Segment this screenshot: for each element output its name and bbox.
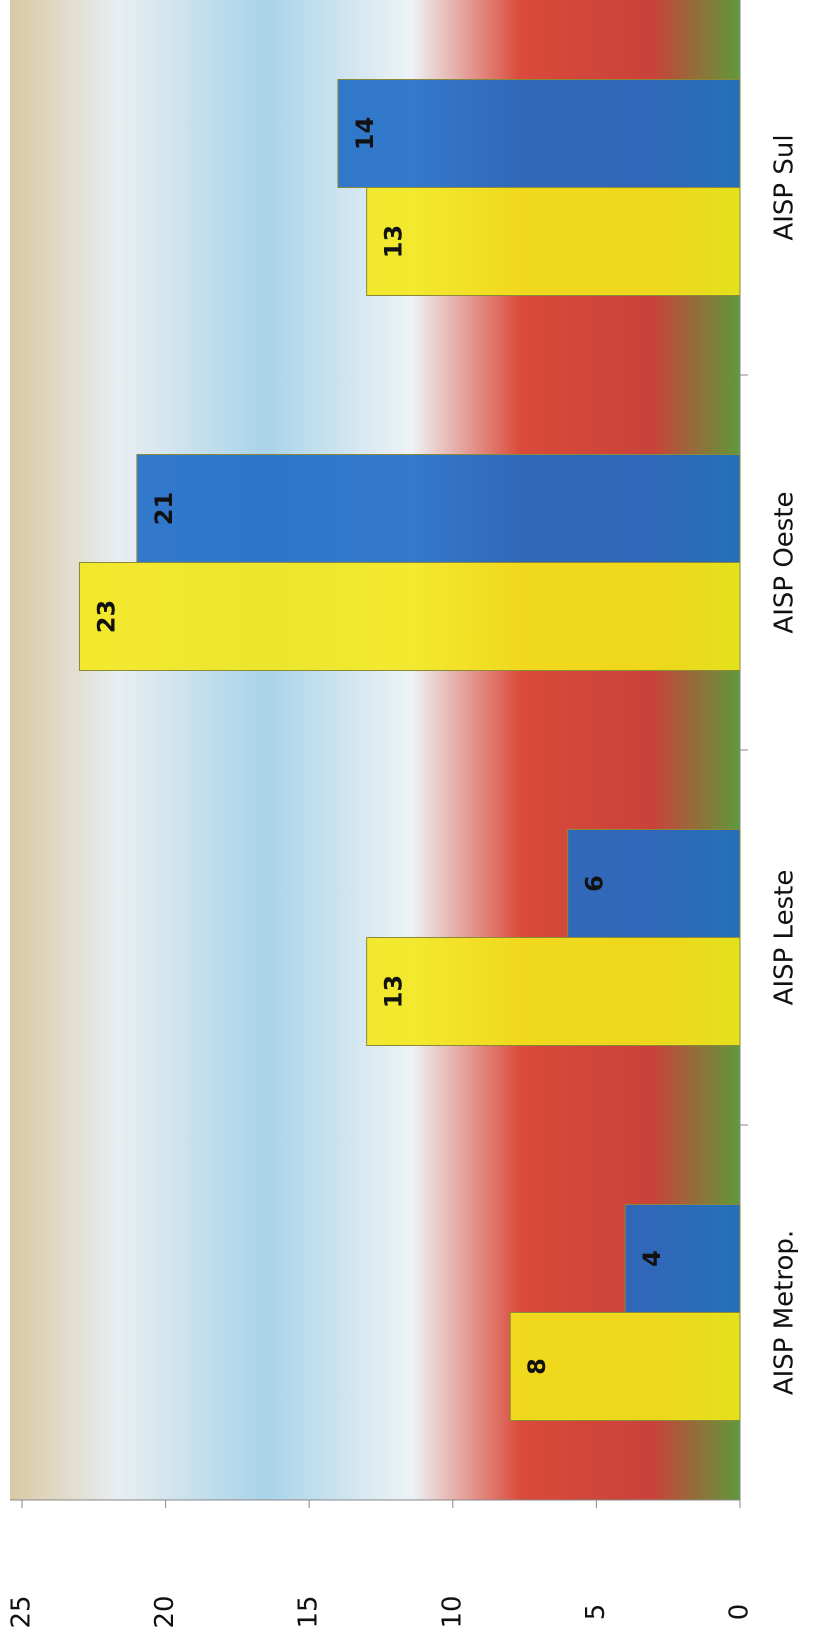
- y-tick-label: 15: [294, 1595, 324, 1628]
- value-label: 21: [150, 492, 178, 525]
- y-tick-label: 25: [7, 1595, 37, 1628]
- x-tick-label: AISP Sul: [770, 134, 800, 240]
- bar: [78, 562, 741, 671]
- x-tick-label: AISP Leste: [770, 870, 800, 1006]
- y-tick-label: 5: [581, 1604, 611, 1621]
- bar: [337, 79, 741, 188]
- value-label: 13: [380, 975, 408, 1008]
- value-label: 8: [523, 1358, 551, 1375]
- y-tick-label: 0: [725, 1604, 755, 1621]
- bar: [366, 937, 741, 1046]
- y-tick-label: 20: [150, 1595, 180, 1628]
- value-label: 23: [92, 600, 120, 633]
- x-tick-label: AISP Metrop.: [770, 1230, 800, 1395]
- y-tick-label: 10: [437, 1595, 467, 1628]
- value-label: 14: [351, 117, 379, 150]
- bar: [624, 1204, 741, 1313]
- x-tick-label: AISP Oeste: [770, 491, 800, 633]
- bar: [366, 187, 741, 296]
- value-label: 4: [638, 1250, 666, 1267]
- bar: [136, 454, 741, 563]
- bar: [509, 1312, 741, 1421]
- value-label: 6: [581, 875, 609, 892]
- bar: [567, 829, 741, 938]
- value-label: 13: [380, 225, 408, 258]
